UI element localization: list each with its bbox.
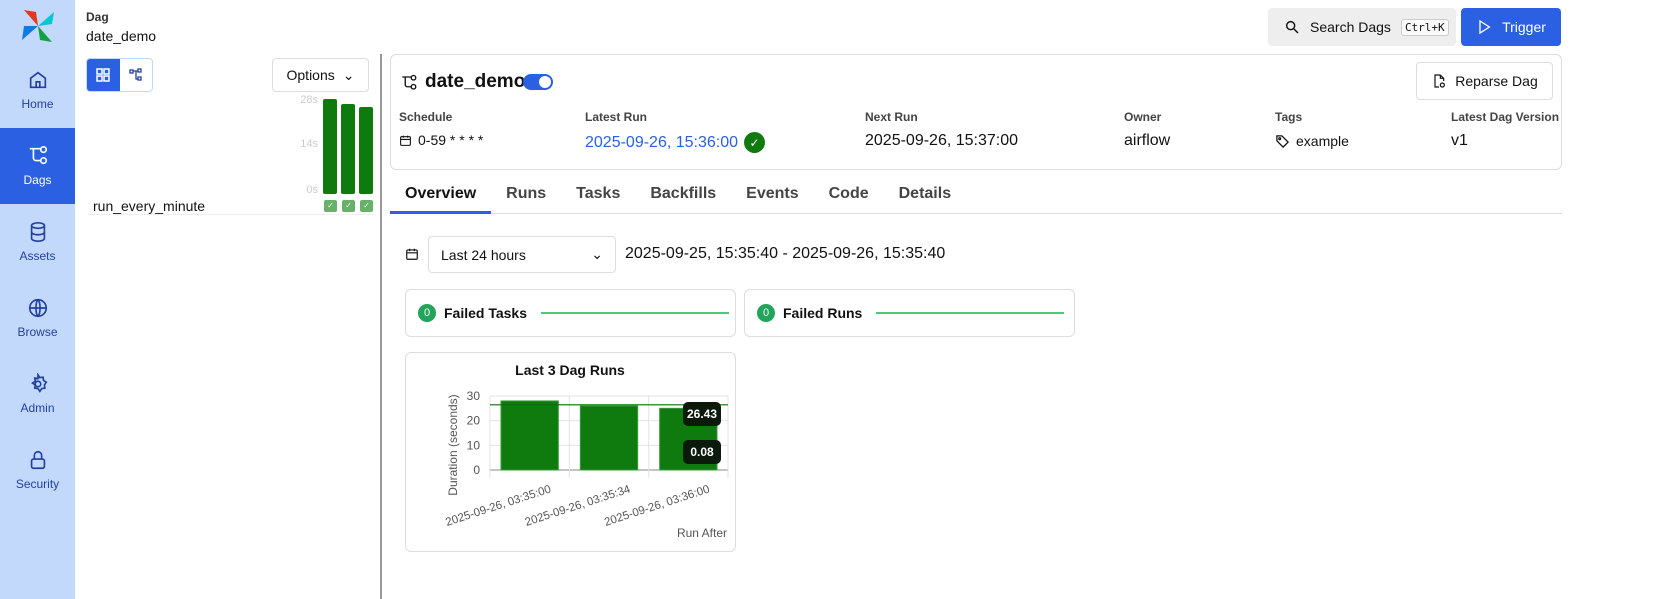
- y-tick-label: 10: [467, 438, 481, 452]
- y-axis-label: Duration (seconds): [446, 394, 460, 495]
- tab-code[interactable]: Code: [828, 185, 869, 202]
- schedule-label: Schedule: [399, 110, 453, 124]
- options-button[interactable]: Options ⌄: [272, 58, 369, 92]
- dag-icon: [402, 74, 417, 90]
- version-value: v1: [1451, 132, 1468, 149]
- shortcut-hint: Ctrl+K: [1400, 18, 1449, 36]
- sidebar: Home Dags Assets Browse Admin Security: [0, 0, 75, 599]
- sidebar-item-assets[interactable]: Assets: [0, 204, 75, 280]
- airflow-logo[interactable]: [20, 8, 56, 44]
- sidebar-item-browse[interactable]: Browse: [0, 280, 75, 356]
- count-badge: 0: [757, 304, 775, 322]
- graph-view-button[interactable]: [120, 59, 153, 91]
- view-toggle: [86, 58, 153, 92]
- breadcrumb-label: Dag: [86, 10, 109, 24]
- panel-resize-handle[interactable]: [380, 54, 382, 599]
- grid-run-bar[interactable]: [323, 99, 337, 194]
- sparkline: [541, 312, 730, 314]
- success-icon: ✓: [744, 132, 766, 153]
- owner-label: Owner: [1124, 110, 1162, 124]
- time-range-text: 2025-09-25, 15:35:40 - 2025-09-26, 15:35…: [625, 245, 946, 262]
- home-icon: [29, 71, 46, 89]
- dag-header-card: [390, 54, 1562, 170]
- tab-details[interactable]: Details: [898, 185, 952, 202]
- latest-run-link[interactable]: 2025-09-26, 15:36:00: [585, 133, 739, 151]
- database-icon: [30, 222, 45, 242]
- owner-value[interactable]: airflow: [1124, 132, 1171, 149]
- task-name[interactable]: run_every_minute: [93, 198, 206, 214]
- y-tick-label: 0: [473, 463, 480, 477]
- pause-toggle[interactable]: [523, 74, 553, 90]
- lock-icon: [30, 450, 45, 470]
- globe-icon: [28, 298, 47, 318]
- failed-runs-card[interactable]: 0 Failed Runs: [744, 289, 1075, 337]
- count-badge: 0: [418, 304, 436, 322]
- grid-axis-label: 0s: [306, 184, 318, 196]
- y-tick-label: 30: [467, 389, 481, 403]
- tab-events[interactable]: Events: [746, 185, 799, 202]
- sparkline: [876, 312, 1065, 314]
- task-instance-success[interactable]: ✓: [360, 200, 373, 212]
- tab-tasks[interactable]: Tasks: [576, 185, 621, 202]
- version-label: Latest Dag Version: [1451, 110, 1560, 124]
- grid-axis-label: 14s: [300, 138, 318, 150]
- tab-bar: Overview Runs Tasks Backfills Events Cod…: [390, 178, 1562, 214]
- tab-runs[interactable]: Runs: [506, 185, 547, 202]
- time-range-select[interactable]: Last 24 hours ⌄: [428, 236, 616, 273]
- grid-run-bar[interactable]: [341, 104, 355, 194]
- sidebar-item-security[interactable]: Security: [0, 432, 75, 508]
- reparse-dag-button[interactable]: Reparse Dag: [1416, 62, 1553, 100]
- latest-run-label: Latest Run: [585, 110, 648, 124]
- annotation-box: [683, 402, 721, 426]
- dag-icon: [29, 146, 47, 165]
- chevron-down-icon: ⌄: [342, 66, 355, 83]
- tag[interactable]: example: [1275, 133, 1349, 149]
- task-instance-success[interactable]: ✓: [324, 200, 337, 212]
- grid-axis-label: 28s: [300, 94, 318, 106]
- next-run-value: 2025-09-26, 15:37:00: [865, 132, 1019, 149]
- next-run-label: Next Run: [865, 110, 918, 124]
- y-tick-label: 20: [467, 414, 481, 428]
- bar[interactable]: [579, 405, 639, 471]
- chevron-down-icon: ⌄: [591, 246, 603, 262]
- calendar-icon: [400, 135, 411, 146]
- task-row-divider: [88, 214, 373, 215]
- grid-icon: [96, 68, 110, 82]
- tag-icon: [1276, 134, 1290, 148]
- chart-title: Last 3 Dag Runs: [515, 362, 625, 378]
- sidebar-item-admin[interactable]: Admin: [0, 356, 75, 432]
- bar[interactable]: [500, 400, 559, 471]
- search-icon: [1285, 20, 1299, 34]
- dag-title: date_demo: [425, 71, 526, 92]
- grid-view-button[interactable]: [87, 59, 120, 91]
- trigger-button[interactable]: Trigger: [1461, 8, 1561, 46]
- calendar-icon: [406, 248, 418, 260]
- gear-icon: [30, 373, 47, 393]
- schedule-value: 0-59 * * * *: [399, 132, 483, 148]
- tab-overview[interactable]: Overview: [390, 178, 492, 214]
- sidebar-item-home[interactable]: Home: [0, 52, 75, 128]
- tab-backfills[interactable]: Backfills: [650, 185, 717, 202]
- file-refresh-icon: [1434, 74, 1446, 88]
- annotation-label: 0.08: [690, 445, 714, 459]
- search-dags-button[interactable]: Search Dags Ctrl+K: [1268, 8, 1456, 46]
- breadcrumb-dag[interactable]: date_demo: [86, 28, 157, 44]
- annotation-box: [683, 440, 721, 464]
- sidebar-item-dags[interactable]: Dags: [0, 128, 75, 204]
- play-icon: [1479, 19, 1491, 35]
- task-instance-success[interactable]: ✓: [342, 200, 355, 212]
- x-axis-label: Run After: [677, 526, 727, 540]
- annotation-label: 26.43: [687, 407, 717, 421]
- latest-run: 2025-09-26, 15:36:00 ✓: [585, 132, 766, 153]
- graph-icon: [129, 68, 142, 81]
- failed-tasks-card[interactable]: 0 Failed Tasks: [405, 289, 736, 337]
- grid-run-bar[interactable]: [359, 107, 373, 194]
- tags-label: Tags: [1275, 110, 1303, 124]
